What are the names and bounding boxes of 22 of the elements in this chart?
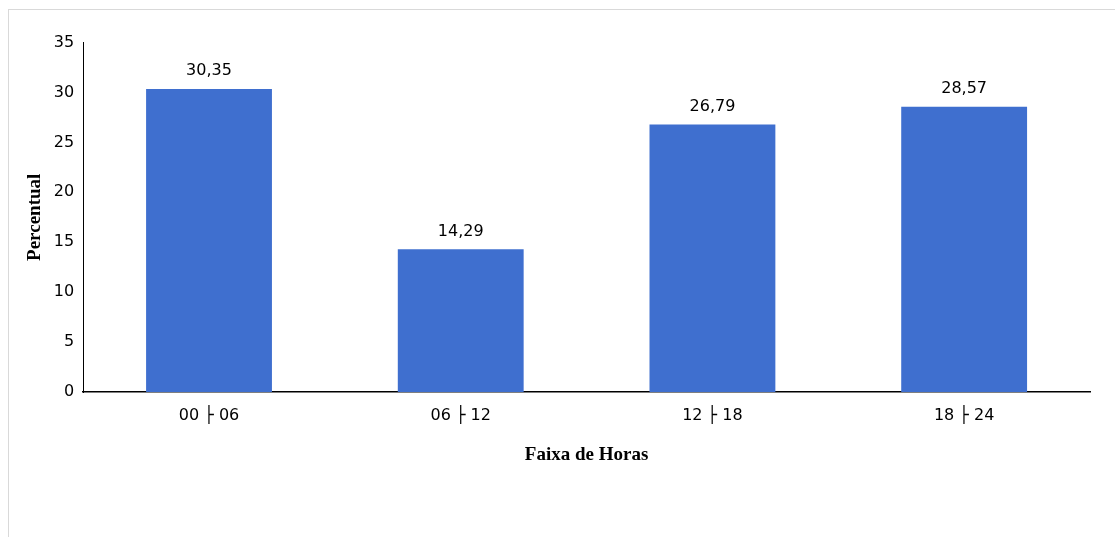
- x-tick-label: 18 ├ 24: [933, 403, 995, 424]
- y-tick-label: 30: [53, 81, 75, 101]
- bar: [901, 106, 1028, 392]
- y-tick-label: 5: [63, 331, 75, 351]
- data-label: 28,57: [941, 77, 988, 97]
- x-axis-title: Faixa de Horas: [524, 442, 649, 464]
- y-tick-label: 25: [53, 131, 75, 151]
- y-tick-label: 20: [53, 181, 75, 201]
- bar: [649, 124, 776, 392]
- data-label: 30,35: [186, 60, 232, 80]
- data-label: 26,79: [689, 95, 736, 115]
- x-tick-label: 06 ├ 12: [430, 403, 491, 424]
- x-tick-label: 12 ├ 18: [682, 403, 743, 424]
- bar: [146, 89, 272, 392]
- y-tick-label: 10: [53, 281, 75, 301]
- y-tick-label: 15: [53, 231, 75, 251]
- bar: [397, 249, 524, 392]
- x-tick-label: 00 ├ 06: [178, 403, 240, 424]
- y-axis-title: Percentual: [23, 173, 45, 261]
- y-tick-label: 0: [63, 381, 75, 401]
- y-tick-label: 35: [53, 31, 75, 51]
- data-label: 14,29: [437, 220, 484, 240]
